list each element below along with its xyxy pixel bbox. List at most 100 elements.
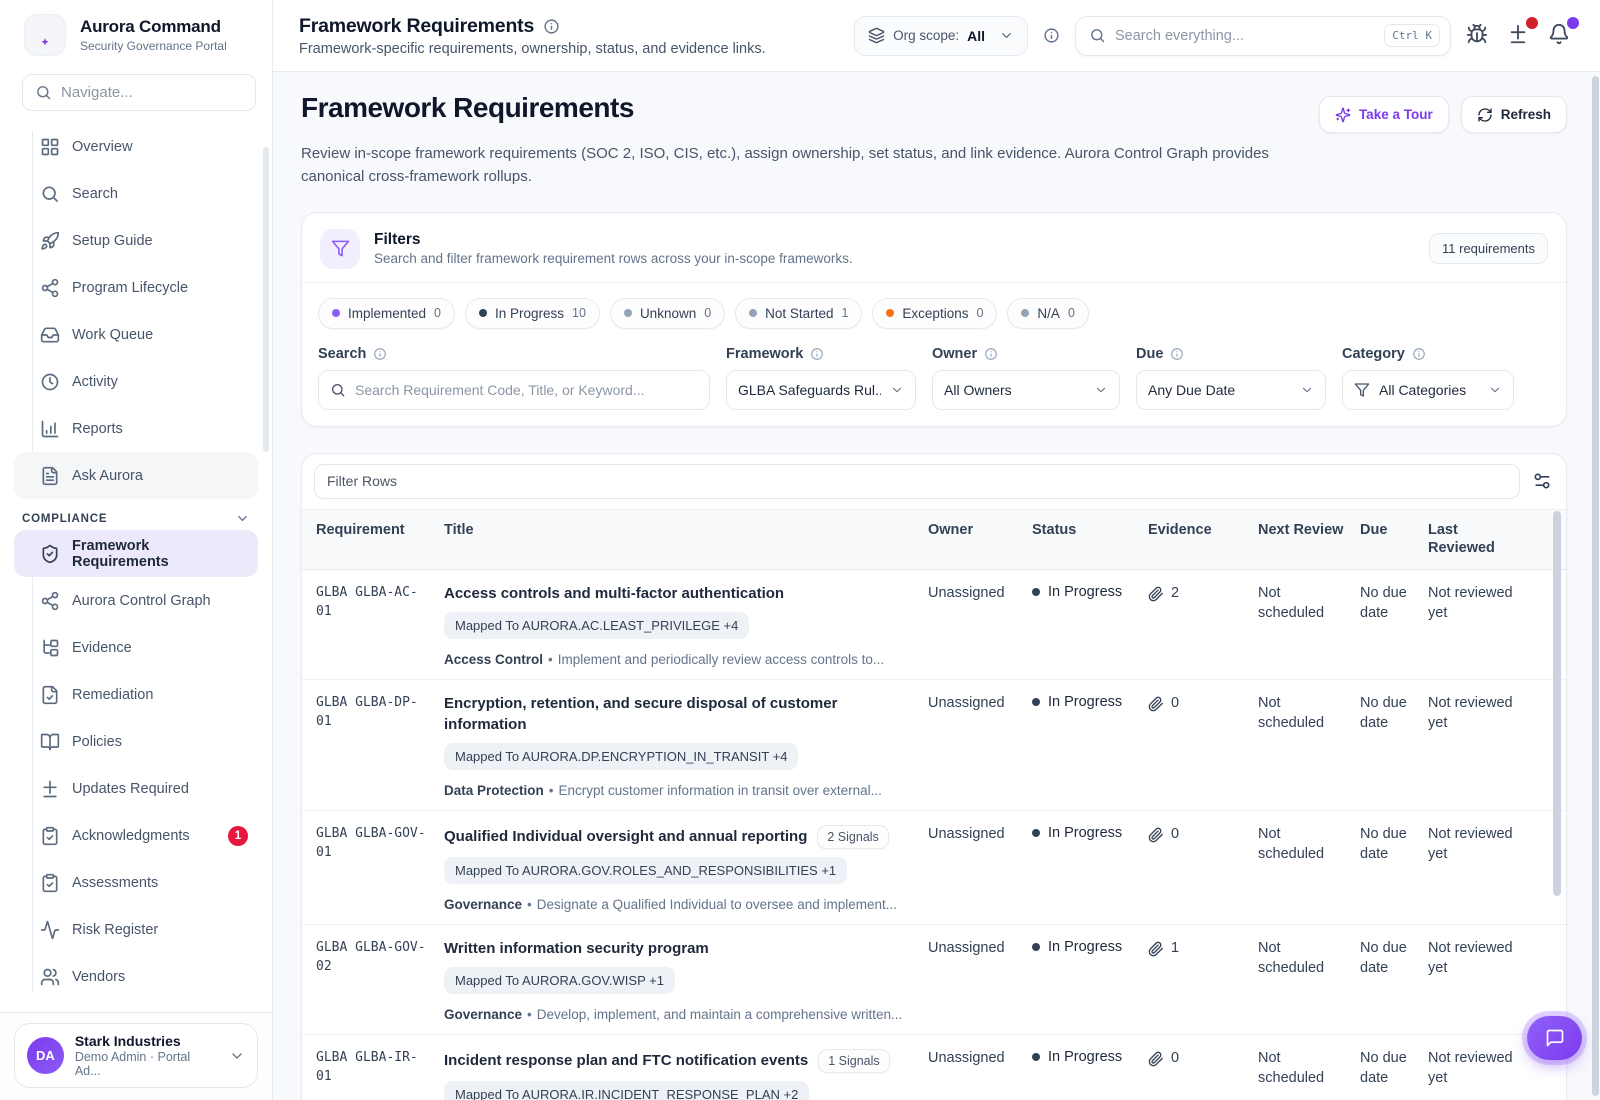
sidebar-item[interactable]: Assessments <box>14 859 258 906</box>
sidebar-scrollbar[interactable] <box>263 147 269 452</box>
status-pill[interactable]: N/A 0 <box>1007 297 1089 329</box>
mapped-to-badge: Mapped To AURORA.GOV.WISP +1 <box>444 967 675 995</box>
sidebar-item[interactable]: Vendors <box>14 953 258 1000</box>
info-icon[interactable] <box>543 18 560 35</box>
updates-button[interactable] <box>1507 16 1538 49</box>
sidebar-item[interactable]: Work Queue <box>14 311 258 358</box>
owner-cell: Unassigned <box>928 825 1005 842</box>
column-header[interactable]: Title <box>444 521 474 538</box>
table-body: GLBA GLBA-AC-01 Access controls and mult… <box>302 570 1566 1100</box>
sidebar-item-icon <box>40 278 60 298</box>
paperclip-icon <box>1148 941 1164 957</box>
sidebar-item[interactable]: Activity <box>14 358 258 405</box>
next-review-cell: Not scheduled <box>1258 695 1325 731</box>
sidebar-item[interactable]: Policies <box>14 718 258 765</box>
info-icon[interactable] <box>984 347 998 361</box>
chat-fab-button[interactable] <box>1527 1016 1582 1060</box>
compliance-section-header[interactable]: COMPLIANCE <box>22 511 250 526</box>
column-settings-icon[interactable] <box>1532 471 1552 491</box>
status-pill[interactable]: Exceptions 0 <box>872 297 998 329</box>
filter-rows-box[interactable] <box>314 463 1520 499</box>
requirement-code: GLBA GLBA-GOV-02 <box>316 939 426 974</box>
sidebar-item[interactable]: Aurora Control Graph <box>14 577 258 624</box>
sidebar: Aurora Command Security Governance Porta… <box>0 0 273 1100</box>
bug-icon <box>1466 23 1488 45</box>
column-header[interactable]: Evidence <box>1148 521 1212 538</box>
info-icon[interactable] <box>810 347 824 361</box>
refresh-button[interactable]: Refresh <box>1460 96 1567 133</box>
info-icon[interactable] <box>1412 347 1426 361</box>
take-a-tour-button[interactable]: Take a Tour <box>1318 96 1449 133</box>
column-header[interactable]: Next Review <box>1258 521 1344 538</box>
table-row[interactable]: GLBA GLBA-GOV-02 Written information sec… <box>302 924 1566 1036</box>
page-scrollbar[interactable] <box>1592 76 1599 1096</box>
sidebar-item-icon <box>40 779 60 799</box>
due-date-select[interactable]: Any Due Date <box>1136 369 1326 410</box>
sidebar-item-icon <box>40 419 60 439</box>
framework-select[interactable]: GLBA Safeguards Rul... <box>726 369 916 410</box>
filter-rows-input[interactable] <box>327 473 1507 489</box>
sidebar-item-icon <box>40 325 60 345</box>
info-icon[interactable] <box>1170 347 1184 361</box>
sidebar-item[interactable]: Updates Required <box>14 765 258 812</box>
last-reviewed-cell: Not reviewed yet <box>1428 1050 1513 1086</box>
sidebar-item-icon <box>40 920 60 940</box>
sidebar-item[interactable]: Evidence <box>14 624 258 671</box>
requirement-summary: Governance • Develop, implement, and maint… <box>444 1007 903 1023</box>
owner-select[interactable]: All Owners <box>932 369 1120 410</box>
requirement-title[interactable]: Written information security program <box>444 939 709 957</box>
status-pill[interactable]: In Progress 10 <box>465 297 600 329</box>
table-row[interactable]: GLBA GLBA-GOV-01 Qualified Individual ov… <box>302 810 1566 925</box>
requirement-title[interactable]: Incident response plan and FTC notificat… <box>444 1052 809 1070</box>
navigate-input[interactable] <box>61 84 243 101</box>
last-reviewed-cell: Not reviewed yet <box>1428 825 1513 862</box>
requirement-title[interactable]: Access controls and multi-factor authent… <box>444 585 785 603</box>
user-menu[interactable]: DA Stark Industries Demo Admin · Portal … <box>14 1023 258 1088</box>
column-header[interactable]: Requirement <box>316 521 405 538</box>
table-row[interactable]: GLBA GLBA-AC-01 Access controls and mult… <box>302 570 1566 681</box>
sidebar-item[interactable]: Reports <box>14 405 258 452</box>
sidebar-item[interactable]: Program Lifecycle <box>14 264 258 311</box>
sidebar-item[interactable]: Search <box>14 170 258 217</box>
category-select[interactable]: All Categories <box>1342 369 1514 410</box>
sidebar-item[interactable]: Remediation <box>14 671 258 718</box>
mapped-to-badge: Mapped To AURORA.AC.LEAST_PRIVILEGE +4 <box>444 612 750 640</box>
status-pill[interactable]: Unknown 0 <box>609 297 726 329</box>
sidebar-item[interactable]: Risk Register <box>14 906 258 953</box>
info-icon[interactable] <box>1043 27 1060 44</box>
bug-report-button[interactable] <box>1466 23 1492 49</box>
topbar-title: Framework Requirements <box>299 14 535 37</box>
sidebar-item[interactable]: Acknowledgments 1 <box>14 812 258 859</box>
global-search-input[interactable] <box>1115 27 1376 44</box>
sidebar-item[interactable]: Setup Guide <box>14 217 258 264</box>
table-row[interactable]: GLBA GLBA-DP-01 Encryption, retention, a… <box>302 680 1566 811</box>
requirement-search-box[interactable] <box>318 369 710 410</box>
org-scope-selector[interactable]: Org scope: All <box>854 15 1028 56</box>
status-pill[interactable]: Not Started 1 <box>735 297 863 329</box>
global-search[interactable]: Ctrl K <box>1075 15 1451 56</box>
info-icon[interactable] <box>373 347 387 361</box>
funnel-icon <box>331 239 350 258</box>
requirement-title[interactable]: Qualified Individual oversight and annua… <box>444 827 808 845</box>
next-review-cell: Not scheduled <box>1258 939 1325 976</box>
app-logo <box>24 14 66 56</box>
status-pill[interactable]: Implemented 0 <box>318 297 455 329</box>
filter-controls: Search Framework GLBA Safeguards Rul... … <box>302 329 1566 426</box>
sidebar-item[interactable]: Overview <box>14 123 258 170</box>
column-header[interactable]: Status <box>1032 521 1077 538</box>
sidebar-item-icon <box>40 967 60 987</box>
requirement-title[interactable]: Encryption, retention, and secure dispos… <box>444 695 838 733</box>
table-scrollbar[interactable] <box>1553 510 1561 1100</box>
column-header[interactable]: Owner <box>928 521 974 538</box>
sidebar-navigate-search[interactable] <box>22 74 256 111</box>
column-header[interactable]: Due <box>1360 521 1388 538</box>
requirement-search-input[interactable] <box>355 381 698 398</box>
sidebar-item[interactable]: Framework Requirements <box>14 530 258 577</box>
sidebar-item[interactable]: Ask Aurora <box>14 452 258 499</box>
table-row[interactable]: GLBA GLBA-IR-01 Incident response plan a… <box>302 1035 1566 1100</box>
column-header[interactable]: Last Reviewed <box>1428 521 1495 557</box>
due-cell: No due date <box>1360 825 1407 862</box>
notifications-button[interactable] <box>1548 16 1579 49</box>
keyboard-shortcut: Ctrl K <box>1384 24 1440 47</box>
evidence-cell: 1 <box>1148 939 1242 959</box>
